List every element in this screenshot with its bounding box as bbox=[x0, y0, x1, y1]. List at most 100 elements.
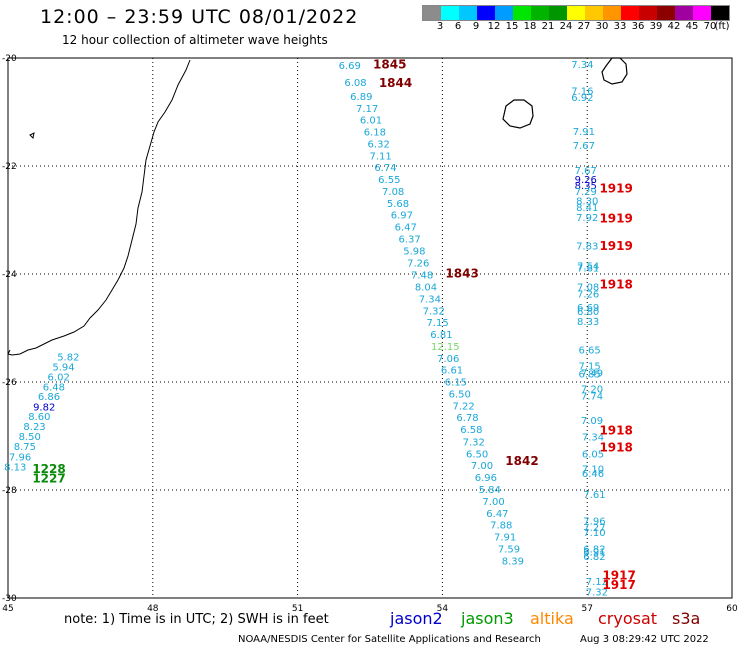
map-border bbox=[7, 57, 733, 599]
wave-height-value: 8.04 bbox=[415, 283, 437, 294]
wave-height-value: 6.61 bbox=[441, 366, 463, 377]
wave-height-value: 7.08 bbox=[382, 187, 404, 198]
legend-tick-label: 9 bbox=[472, 21, 480, 32]
wave-height-value: 6.50 bbox=[449, 389, 471, 400]
wave-height-value: 7.32 bbox=[463, 437, 485, 448]
wave-height-value: 6.02 bbox=[48, 373, 70, 384]
wave-height-value: 7.10 bbox=[583, 528, 605, 539]
wave-height-value: 8.35 bbox=[575, 181, 597, 192]
footer-note: note: 1) Time is in UTC; 2) SWH is in fe… bbox=[64, 612, 329, 627]
pass-time-label: 1843 bbox=[445, 267, 478, 281]
satellite-legend-s3a: s3a bbox=[672, 609, 701, 628]
wave-height-value: 7.91 bbox=[573, 127, 595, 138]
page-subtitle: 12 hour collection of altimeter wave hei… bbox=[62, 33, 328, 47]
wave-height-value: 12.15 bbox=[431, 342, 460, 353]
wave-height-value: 6.32 bbox=[368, 139, 390, 150]
wave-height-value: 6.05 bbox=[582, 449, 604, 460]
wave-height-value: 8.75 bbox=[14, 442, 36, 453]
legend-swatch bbox=[603, 6, 621, 20]
wave-height-value: 7.11 bbox=[369, 151, 391, 162]
wave-height-value: 7.32 bbox=[423, 306, 445, 317]
legend-swatch bbox=[585, 6, 603, 20]
legend-tick-label: 30 bbox=[595, 21, 609, 32]
wave-height-value: 8.39 bbox=[502, 556, 524, 567]
wave-height-value: 6.86 bbox=[38, 392, 60, 403]
latitude-tick-label: -20 bbox=[2, 54, 17, 64]
satellite-legend-altika: altika bbox=[530, 609, 574, 628]
longitude-tick-label: 51 bbox=[292, 604, 303, 614]
wave-height-value: 7.92 bbox=[576, 213, 598, 224]
track-cryosat-b: 7.347.166.927.917.677.679.268.357.298.30… bbox=[571, 60, 636, 599]
legend-tick-label: 6 bbox=[454, 21, 462, 32]
wave-height-value: 7.06 bbox=[437, 354, 459, 365]
wave-height-value: 6.47 bbox=[395, 223, 417, 234]
wave-height-value: 7.00 bbox=[471, 461, 493, 472]
wave-height-value: 7.83 bbox=[576, 241, 598, 252]
wave-height-value: 7.96 bbox=[9, 453, 31, 464]
legend-swatch bbox=[495, 6, 513, 20]
wave-height-value: 7.15 bbox=[426, 318, 448, 329]
wave-height-value: 5.98 bbox=[403, 246, 425, 257]
pass-time-label: 1919 bbox=[599, 239, 632, 253]
wave-height-value: 6.08 bbox=[344, 78, 366, 89]
wave-height-value: 6.47 bbox=[486, 509, 508, 520]
wave-height-value: 7.49 bbox=[581, 368, 603, 379]
wave-height-value: 7.17 bbox=[356, 104, 378, 115]
pass-time-label: 1919 bbox=[599, 182, 632, 196]
legend-swatch bbox=[513, 6, 531, 20]
wave-height-value: 7.00 bbox=[482, 497, 504, 508]
credit-line: NOAA/NESDIS Center for Satellite Applica… bbox=[238, 634, 541, 645]
satellite-legend-cryosat: cryosat bbox=[598, 609, 658, 628]
wave-height-value: 5.68 bbox=[387, 199, 409, 210]
pass-time-label: 1917 bbox=[602, 568, 635, 582]
legend-unit: (ft) bbox=[714, 21, 730, 32]
pass-time-label: 1228 bbox=[32, 462, 65, 476]
wave-height-value: 6.37 bbox=[398, 234, 420, 245]
legend-tick-label: 39 bbox=[649, 21, 663, 32]
longitude-tick-label: 54 bbox=[437, 604, 449, 614]
wave-height-value: 6.74 bbox=[374, 163, 396, 174]
color-scale-legend bbox=[422, 5, 730, 21]
wave-height-value: 7.74 bbox=[581, 392, 603, 403]
legend-tick-label: 27 bbox=[577, 21, 591, 32]
color-scale-labels: 3 6 9 12 15 18 21 24 27 30 33 36 39 42 45 70 (ft) bbox=[422, 21, 730, 33]
wave-height-value: 7.59 bbox=[498, 544, 520, 555]
wave-height-value: 7.91 bbox=[494, 533, 516, 544]
madagascar-coastline bbox=[7, 59, 191, 356]
longitude-tick-label: 48 bbox=[147, 604, 159, 614]
wave-height-value: 6.78 bbox=[456, 413, 478, 424]
latitude-tick-label: -24 bbox=[2, 270, 17, 280]
wave-height-value: 7.12 bbox=[586, 577, 608, 588]
wave-height-value: 9.26 bbox=[575, 175, 597, 186]
wave-height-value: 7.08 bbox=[577, 283, 599, 294]
wave-height-value: 5.94 bbox=[52, 362, 74, 373]
wave-height-value: 7.34 bbox=[582, 433, 604, 444]
wave-height-value: 7.34 bbox=[571, 60, 593, 71]
wave-height-value: 6.55 bbox=[378, 175, 400, 186]
latitude-tick-label: -22 bbox=[2, 162, 17, 172]
wave-height-value: 6.85 bbox=[578, 369, 600, 380]
wave-height-value: 6.82 bbox=[583, 552, 605, 563]
legend-swatch bbox=[549, 6, 567, 20]
pass-time-label: 1227 bbox=[32, 472, 65, 486]
legend-tick-label: 42 bbox=[667, 21, 681, 32]
legend-swatch bbox=[711, 6, 729, 20]
pass-time-label: 1918 bbox=[599, 277, 632, 291]
wave-height-value: 6.18 bbox=[364, 128, 386, 139]
wave-height-value: 6.69 bbox=[577, 303, 599, 314]
coastline bbox=[7, 57, 628, 356]
legend-swatch bbox=[621, 6, 639, 20]
wave-height-value: 7.22 bbox=[453, 401, 475, 412]
reunion-island bbox=[502, 99, 534, 129]
wave-height-value: 7.26 bbox=[577, 290, 599, 301]
legend-tick-label: 18 bbox=[523, 21, 537, 32]
wave-height-value: 7.61 bbox=[577, 264, 599, 275]
satellite-legend-jason3: jason3 bbox=[461, 609, 514, 628]
pass-time-label: 1845 bbox=[373, 58, 406, 72]
wave-height-value: 7.54 bbox=[577, 261, 599, 272]
wave-height-value: 6.80 bbox=[577, 307, 599, 318]
wave-height-value: 6.15 bbox=[445, 378, 467, 389]
legend-tick-label: 12 bbox=[487, 21, 501, 32]
altimeter-tracks: 5.825.946.026.486.869.828.608.238.508.75… bbox=[4, 58, 636, 599]
wave-height-value: 8.13 bbox=[4, 462, 26, 473]
